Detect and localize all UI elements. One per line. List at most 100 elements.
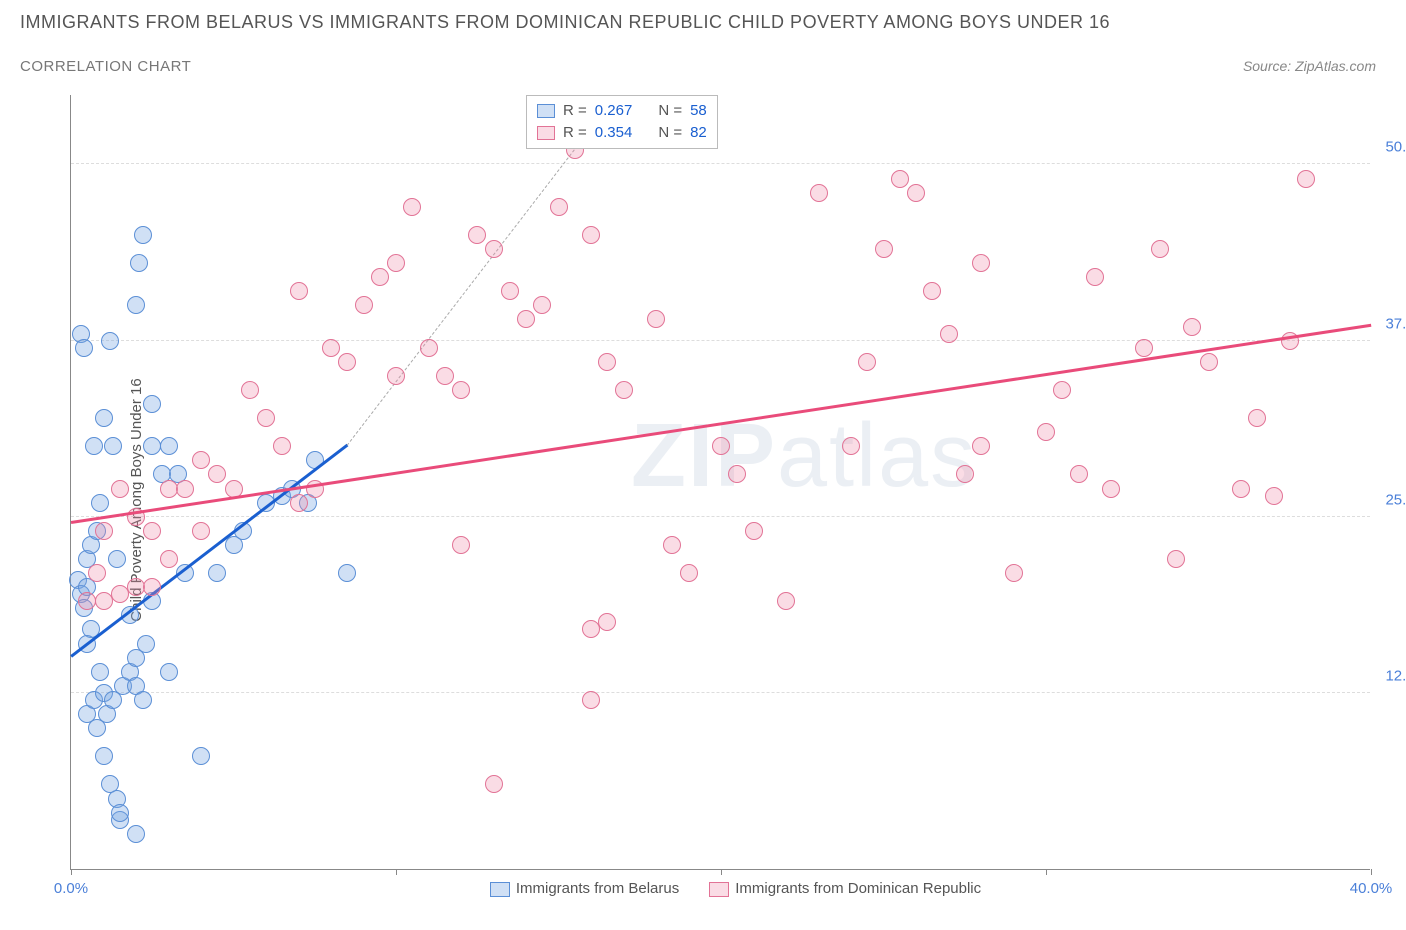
legend: Immigrants from BelarusImmigrants from D… (71, 880, 1370, 897)
data-point-dominican (550, 198, 568, 216)
data-point-dominican (78, 592, 96, 610)
data-point-dominican (403, 198, 421, 216)
data-point-dominican (468, 226, 486, 244)
chart-subtitle: CORRELATION CHART (20, 58, 191, 75)
data-point-dominican (501, 282, 519, 300)
data-point-dominican (1135, 339, 1153, 357)
chart-container: Child Poverty Among Boys Under 16 ZIPatl… (20, 95, 1386, 905)
data-point-belarus (104, 437, 122, 455)
stats-row: R =0.354N =82 (537, 122, 707, 144)
legend-swatch-belarus (490, 882, 510, 897)
gridline (71, 692, 1370, 693)
data-point-dominican (1183, 318, 1201, 336)
data-point-dominican (192, 522, 210, 540)
data-point-dominican (615, 381, 633, 399)
data-point-dominican (745, 522, 763, 540)
y-tick-label: 25.0% (1385, 491, 1406, 508)
data-point-belarus (130, 254, 148, 272)
correlation-stats-box: R =0.267N =58R =0.354N =82 (526, 95, 718, 149)
legend-swatch-dominican (709, 882, 729, 897)
y-tick-label: 37.5% (1385, 315, 1406, 332)
scatter-plot: ZIPatlas 12.5%25.0%37.5%50.0%0.0%40.0%R … (70, 95, 1370, 870)
data-point-belarus (111, 804, 129, 822)
data-point-dominican (598, 613, 616, 631)
data-point-belarus (160, 437, 178, 455)
data-point-belarus (338, 564, 356, 582)
data-point-dominican (143, 578, 161, 596)
data-point-dominican (192, 451, 210, 469)
data-point-dominican (1167, 550, 1185, 568)
data-point-dominican (273, 437, 291, 455)
data-point-dominican (582, 226, 600, 244)
data-point-dominican (680, 564, 698, 582)
data-point-dominican (858, 353, 876, 371)
data-point-dominican (923, 282, 941, 300)
data-point-dominican (1297, 170, 1315, 188)
source-attribution: Source: ZipAtlas.com (1243, 58, 1376, 74)
data-point-belarus (95, 747, 113, 765)
data-point-dominican (598, 353, 616, 371)
data-point-dominican (1037, 423, 1055, 441)
r-label: R = (563, 100, 587, 122)
data-point-dominican (663, 536, 681, 554)
data-point-dominican (810, 184, 828, 202)
data-point-dominican (728, 465, 746, 483)
data-point-dominican (387, 367, 405, 385)
data-point-dominican (208, 465, 226, 483)
gridline (71, 516, 1370, 517)
data-point-dominican (420, 339, 438, 357)
data-point-dominican (842, 437, 860, 455)
data-point-dominican (1070, 465, 1088, 483)
data-point-dominican (111, 480, 129, 498)
stats-swatch (537, 126, 555, 140)
chart-title: IMMIGRANTS FROM BELARUS VS IMMIGRANTS FR… (20, 12, 1110, 33)
data-point-dominican (485, 240, 503, 258)
data-point-dominican (517, 310, 535, 328)
data-point-belarus (95, 409, 113, 427)
data-point-dominican (257, 409, 275, 427)
data-point-dominican (956, 465, 974, 483)
data-point-dominican (940, 325, 958, 343)
data-point-dominican (712, 437, 730, 455)
data-point-dominican (387, 254, 405, 272)
data-point-dominican (777, 592, 795, 610)
data-point-belarus (91, 494, 109, 512)
n-value: 82 (690, 122, 707, 144)
data-point-belarus (137, 635, 155, 653)
legend-label-belarus: Immigrants from Belarus (516, 880, 679, 897)
data-point-dominican (875, 240, 893, 258)
data-point-dominican (647, 310, 665, 328)
data-point-dominican (176, 480, 194, 498)
data-point-dominican (436, 367, 454, 385)
data-point-dominican (160, 550, 178, 568)
n-label: N = (658, 122, 682, 144)
data-point-belarus (127, 825, 145, 843)
data-point-belarus (192, 747, 210, 765)
stats-row: R = 0.267 N = 58 (537, 100, 707, 122)
data-point-dominican (241, 381, 259, 399)
x-tick (1371, 869, 1372, 875)
data-point-belarus (101, 332, 119, 350)
data-point-dominican (290, 282, 308, 300)
data-point-belarus (85, 437, 103, 455)
x-tick (71, 869, 72, 875)
y-tick-label: 50.0% (1385, 139, 1406, 156)
data-point-dominican (582, 691, 600, 709)
watermark: ZIPatlas (631, 405, 977, 508)
data-point-dominican (1005, 564, 1023, 582)
data-point-dominican (972, 437, 990, 455)
data-point-belarus (134, 226, 152, 244)
r-value: 0.267 (595, 100, 633, 122)
r-label: R = (563, 122, 587, 144)
data-point-dominican (338, 353, 356, 371)
data-point-dominican (1232, 480, 1250, 498)
data-point-belarus (208, 564, 226, 582)
data-point-belarus (134, 691, 152, 709)
stats-swatch (537, 104, 555, 118)
n-label: N = (658, 100, 682, 122)
n-value: 58 (690, 100, 707, 122)
data-point-dominican (533, 296, 551, 314)
data-point-dominican (1053, 381, 1071, 399)
data-point-dominican (1086, 268, 1104, 286)
data-point-dominican (907, 184, 925, 202)
